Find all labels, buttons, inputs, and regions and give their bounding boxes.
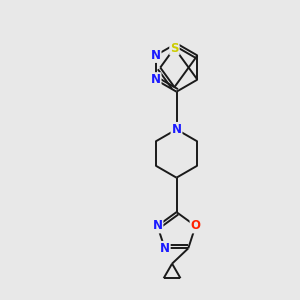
Text: N: N [172, 123, 182, 136]
Text: N: N [152, 220, 163, 232]
Text: S: S [170, 41, 179, 55]
Text: N: N [151, 73, 160, 86]
Text: N: N [160, 242, 170, 255]
Text: O: O [190, 220, 200, 232]
Text: N: N [151, 49, 160, 62]
